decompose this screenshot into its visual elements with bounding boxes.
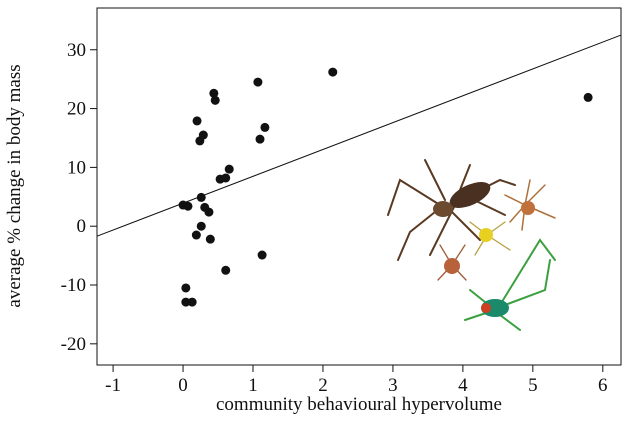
x-tick-label: 6 [598, 375, 608, 396]
data-point [260, 123, 269, 132]
data-point [221, 173, 230, 182]
y-tick-label: -20 [61, 334, 86, 355]
data-point [193, 116, 202, 125]
data-point [225, 165, 234, 174]
y-tick-label: -10 [61, 275, 86, 296]
x-tick-label: -1 [105, 375, 121, 396]
y-tick-label: 30 [67, 40, 86, 61]
y-tick-label: 20 [67, 99, 86, 120]
data-point [253, 78, 262, 87]
plot-frame [97, 8, 621, 365]
data-point [192, 231, 201, 240]
data-point [211, 96, 220, 105]
y-tick-label: 0 [77, 216, 87, 237]
x-tick-label: 0 [178, 375, 188, 396]
x-tick-label: 2 [318, 375, 328, 396]
trend-line [97, 35, 621, 236]
chart: community behavioural hypervolume averag… [0, 0, 628, 423]
x-tick-label: 1 [248, 375, 258, 396]
data-point [181, 283, 190, 292]
data-point [206, 235, 215, 244]
y-tick-label: 10 [67, 157, 86, 178]
x-tick-label: 3 [388, 375, 398, 396]
spider-illustrations [388, 160, 555, 330]
data-point [258, 251, 267, 260]
data-point [256, 135, 265, 144]
y-axis-label: average % change in body mass [4, 64, 25, 307]
data-point [328, 68, 337, 77]
x-axis-label: community behavioural hypervolume [216, 394, 502, 415]
data-point [197, 193, 206, 202]
data-point [183, 202, 192, 211]
x-tick-label: 5 [528, 375, 538, 396]
data-point [188, 298, 197, 307]
x-tick-label: 4 [458, 375, 468, 396]
data-point [204, 208, 213, 217]
data-point [199, 131, 208, 140]
data-point [197, 222, 206, 231]
data-point [221, 266, 230, 275]
data-point [584, 93, 593, 102]
